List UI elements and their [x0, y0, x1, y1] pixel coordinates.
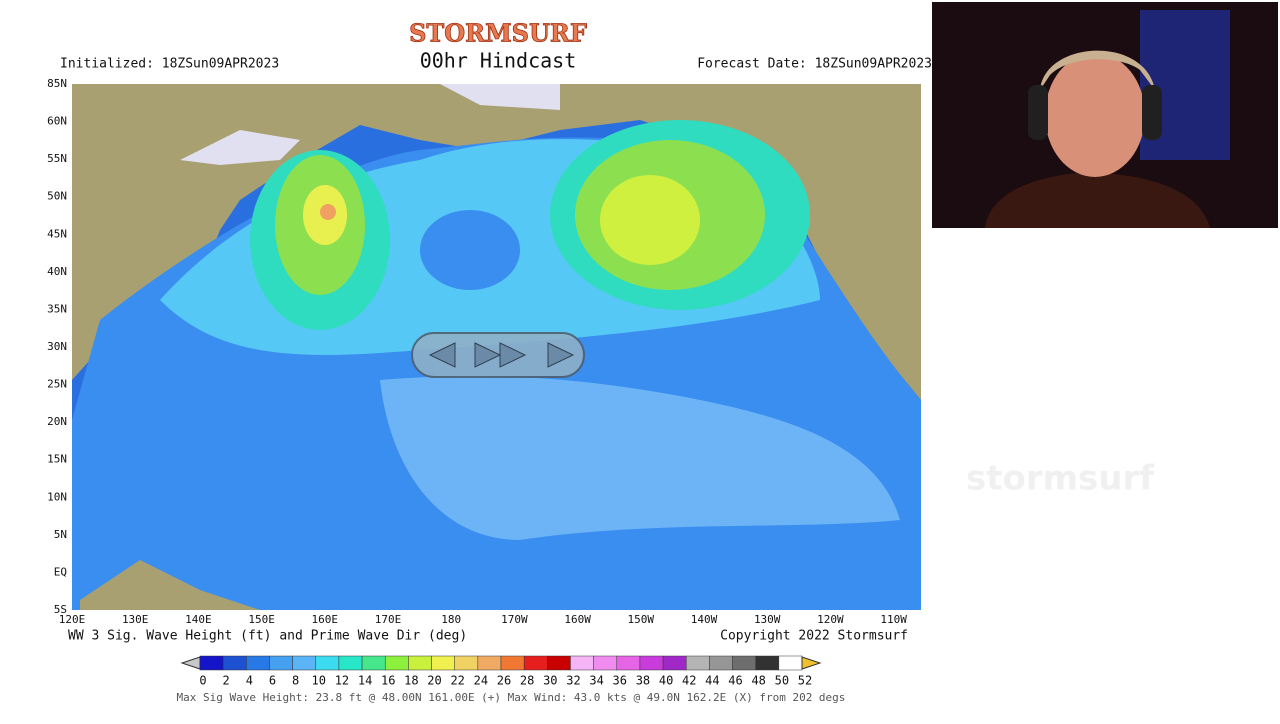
colorbar-label: 34	[589, 674, 603, 688]
copyright: Copyright 2022 Stormsurf	[720, 629, 908, 644]
lon-label: 130E	[122, 613, 149, 626]
forecast-date: Forecast Date: 18ZSun09APR2023	[697, 57, 932, 72]
map-caption: WW 3 Sig. Wave Height (ft) and Prime Wav…	[68, 629, 467, 644]
lat-label: 20N	[47, 415, 67, 428]
colorbar-label: 52	[798, 674, 812, 688]
color-swatch	[338, 655, 363, 671]
lon-label: 140E	[185, 613, 212, 626]
colorbar-label: 36	[613, 674, 627, 688]
play-controls[interactable]	[411, 332, 585, 378]
colorbar-label: 0	[199, 674, 206, 688]
lat-label: 5N	[54, 528, 67, 541]
color-swatch	[570, 655, 594, 671]
lat-label: 30N	[47, 340, 67, 353]
colorbar-label: 44	[705, 674, 719, 688]
colorbar-label: 28	[520, 674, 534, 688]
colorbar-label: 10	[312, 674, 326, 688]
colorbar-label: 18	[404, 674, 418, 688]
colorbar-label: 32	[566, 674, 580, 688]
colorbar-label: 30	[543, 674, 557, 688]
lat-label: 5S	[54, 603, 67, 616]
watermark: stormsurf	[966, 459, 1155, 499]
colorbar-label: 4	[246, 674, 253, 688]
color-swatch	[292, 655, 317, 671]
color-swatch	[199, 655, 224, 671]
map-title: 00hr Hindcast	[420, 49, 577, 73]
lat-labels: 85N 60N 55N 50N 45N 40N 35N 30N 25N 20N 15N 10N 5N EQ…	[47, 77, 67, 616]
color-swatch	[778, 655, 803, 671]
colorbar-label: 50	[775, 674, 789, 688]
color-swatch	[547, 655, 571, 671]
colorbar-label: 8	[292, 674, 299, 688]
color-swatch	[732, 655, 756, 671]
colorbar-label: 16	[381, 674, 395, 688]
color-swatch	[662, 655, 687, 671]
stats: Max Sig Wave Height: 23.8 ft @ 48.00N 16…	[177, 691, 846, 704]
color-swatch	[639, 655, 664, 671]
color-swatch	[709, 655, 733, 671]
color-swatch	[246, 655, 270, 671]
lat-label: EQ	[54, 565, 67, 578]
lon-label: 150E	[248, 613, 275, 626]
color-swatch	[523, 655, 548, 671]
color-swatch	[685, 655, 710, 671]
lon-label: 160W	[564, 613, 591, 626]
lon-label: 130W	[754, 613, 781, 626]
colorbar-label: 12	[335, 674, 349, 688]
colorbar-label: 26	[497, 674, 511, 688]
initialized: Initialized: 18ZSun09APR2023	[60, 57, 279, 72]
colorbar-label: 14	[358, 674, 372, 688]
lon-label: 170E	[375, 613, 402, 626]
color-swatch	[408, 655, 432, 671]
lon-label: 160E	[312, 613, 339, 626]
colorbar: 0 2 4 6 8 10 12 14 16 18 20 22 24 26 28 30 32 34 36 38 40 42 4…	[180, 655, 822, 688]
colorbar-label: 6	[269, 674, 276, 688]
color-swatch	[616, 655, 641, 671]
lon-label: 140W	[691, 613, 718, 626]
lat-label: 10N	[47, 490, 67, 503]
lat-label: 45N	[47, 227, 67, 240]
color-swatch	[500, 655, 525, 671]
color-swatch	[361, 655, 386, 671]
lat-label: 50N	[47, 190, 67, 203]
lon-label: 150W	[628, 613, 655, 626]
colorbar-label: 20	[427, 674, 441, 688]
lat-label: 25N	[47, 378, 67, 391]
lon-label: 110W	[880, 613, 907, 626]
lat-label: 85N	[47, 77, 67, 90]
colorbar-label: 24	[474, 674, 488, 688]
color-swatch	[222, 655, 247, 671]
color-swatch	[384, 655, 409, 671]
colorbar-label: 38	[636, 674, 650, 688]
colorbar-label: 48	[751, 674, 765, 688]
webcam	[932, 2, 1278, 228]
color-swatch	[454, 655, 479, 671]
colorbar-label: 40	[659, 674, 673, 688]
lon-label: 180	[441, 613, 461, 626]
color-swatch	[477, 655, 502, 671]
lon-labels: 120E 130E 140E 150E 160E 170E 180 170W 160W 150W 1…	[59, 613, 907, 626]
lon-label: 120W	[817, 613, 844, 626]
color-swatch	[801, 656, 822, 670]
color-swatch	[755, 655, 780, 671]
lat-label: 35N	[47, 302, 67, 315]
lon-label: 120E	[59, 613, 86, 626]
lat-label: 40N	[47, 265, 67, 278]
lon-label: 170W	[501, 613, 528, 626]
logo: STORMSURF	[409, 19, 587, 48]
colorbar-label: 46	[728, 674, 742, 688]
colorbar-label: 22	[450, 674, 464, 688]
colorbar-label: 2	[223, 674, 230, 688]
lat-label: 55N	[47, 152, 67, 165]
color-swatch	[431, 655, 455, 671]
colorbar-label: 42	[682, 674, 696, 688]
color-swatch	[315, 655, 340, 671]
lat-label: 15N	[47, 453, 67, 466]
color-swatch	[593, 655, 618, 671]
color-swatch	[269, 655, 293, 671]
lat-label: 60N	[47, 115, 67, 128]
